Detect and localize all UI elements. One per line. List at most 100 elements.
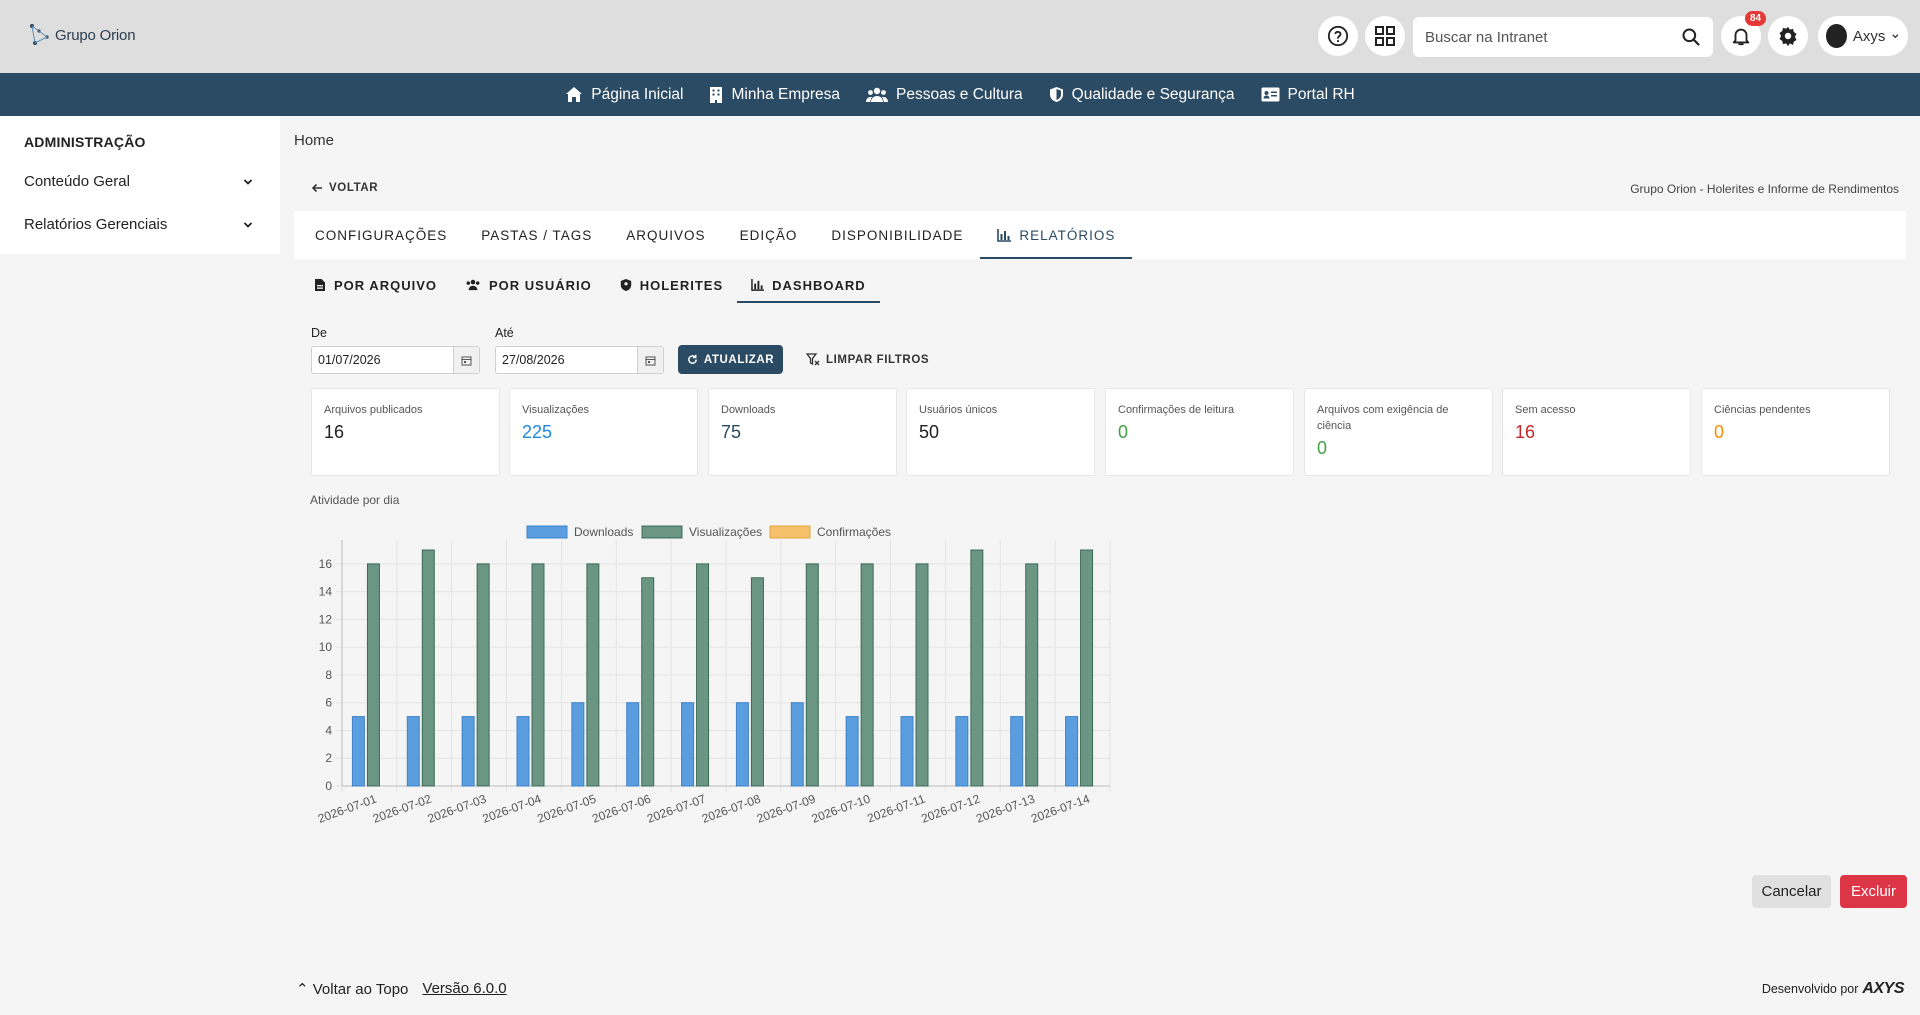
delete-button[interactable]: Excluir (1840, 875, 1907, 908)
footer-right: Desenvolvido por AXYS (1762, 980, 1905, 998)
subtab-label: HOLERITES (639, 277, 724, 293)
y-tick-label: 8 (325, 668, 332, 682)
back-button-label: VOLTAR (329, 182, 379, 194)
subtab-by-user[interactable]: POR USUÁRIO (451, 267, 606, 303)
bar-downloads (461, 716, 475, 787)
bar-downloads (955, 716, 969, 787)
bar-visualizações (696, 563, 710, 787)
sidebar-item-general-content[interactable]: Conteúdo Geral (24, 173, 254, 190)
nav-item-label: Minha Empresa (731, 85, 841, 103)
bar-downloads (516, 716, 530, 787)
bar-visualizações (1080, 549, 1094, 787)
x-tick-label: 2026-07-01 (316, 792, 379, 826)
tab-settings[interactable]: CONFIGURAÇÕES (298, 211, 464, 259)
from-date-field[interactable]: 01/07/2026 (311, 346, 480, 374)
tab-editing[interactable]: EDIÇÃO (723, 211, 815, 259)
stat-label: Arquivos publicados (324, 404, 423, 416)
nav-item-quality-safety[interactable]: Qualidade e Segurança (1049, 86, 1235, 104)
stat-label: Sem acesso (1515, 404, 1576, 416)
nav-item-label: Portal RH (1287, 85, 1355, 103)
bar-visualizações (805, 563, 819, 787)
footer-left: ⌃ Voltar ao Topo Versão 6.0.0 (296, 980, 507, 998)
back-to-top-link[interactable]: ⌃ Voltar ao Topo (296, 981, 409, 998)
chevron-down-icon (1892, 34, 1899, 39)
nav-item-hr-portal[interactable]: Portal RH (1261, 86, 1355, 104)
from-date-value[interactable]: 01/07/2026 (318, 353, 381, 367)
nav-item-label: Página Inicial (591, 85, 684, 103)
x-tick-label: 2026-07-07 (645, 792, 708, 826)
tab-reports[interactable]: RELATÓRIOS (980, 211, 1133, 259)
tab-folders-tags[interactable]: PASTAS / TAGS (464, 211, 609, 259)
cancel-button[interactable]: Cancelar (1752, 875, 1831, 908)
top-header: Grupo Orion 84 Axys (0, 0, 1920, 73)
settings-button[interactable] (1768, 16, 1808, 56)
from-date-label: De (311, 326, 327, 340)
bar-visualizações (366, 563, 380, 787)
stat-card-read-confirmations: Confirmações de leitura 0 (1105, 388, 1294, 476)
back-button[interactable]: VOLTAR (311, 182, 378, 194)
breadcrumb[interactable]: Home (294, 132, 335, 149)
nav-item-people-culture[interactable]: Pessoas e Cultura (866, 86, 1023, 104)
subtab-by-file[interactable]: POR ARQUIVO (300, 267, 451, 303)
bar-visualizações (860, 563, 874, 787)
x-tick-label: 2026-07-13 (974, 792, 1037, 826)
logo-text: Grupo Orion (55, 26, 136, 44)
x-tick-label: 2026-07-04 (481, 792, 544, 826)
apps-button[interactable] (1365, 16, 1405, 56)
clear-filters-label: LIMPAR FILTROS (826, 353, 930, 366)
bar-downloads (735, 702, 749, 787)
from-date-picker-button[interactable] (453, 347, 479, 373)
stat-value: 75 (721, 422, 742, 442)
bar-chart-icon (997, 228, 1012, 242)
x-tick-label: 2026-07-05 (535, 792, 598, 826)
y-tick-label: 0 (325, 779, 332, 793)
to-date-picker-button[interactable] (637, 347, 663, 373)
tab-files[interactable]: ARQUIVOS (609, 211, 722, 259)
tab-label: PASTAS / TAGS (481, 227, 593, 243)
legend-swatch (641, 525, 683, 539)
report-subtabs: POR ARQUIVO POR USUÁRIO HOLERITES DASHBO… (300, 267, 880, 303)
version-link[interactable]: Versão 6.0.0 (422, 980, 507, 997)
subtab-label: POR USUÁRIO (488, 277, 592, 293)
help-button[interactable] (1318, 16, 1358, 56)
user-menu-button[interactable]: Axys (1818, 16, 1908, 56)
shield-user-icon (620, 279, 631, 291)
sidebar-item-label: Conteúdo Geral (24, 173, 130, 190)
file-icon (315, 279, 325, 291)
nav-item-home[interactable]: Página Inicial (565, 86, 683, 104)
search-input[interactable] (1425, 28, 1681, 46)
to-date-value[interactable]: 27/08/2026 (502, 353, 565, 367)
to-date-label: Até (495, 326, 514, 340)
refresh-button-label: ATUALIZAR (703, 353, 775, 366)
x-tick-label: 2026-07-10 (810, 792, 873, 826)
legend-swatch (526, 525, 568, 539)
main-nav: Página Inicial Minha Empresa Pessoas e C… (0, 73, 1920, 116)
search-box[interactable] (1413, 17, 1713, 57)
x-tick-label: 2026-07-02 (371, 792, 434, 826)
chevron-down-icon (243, 178, 253, 185)
clear-filters-button[interactable]: LIMPAR FILTROS (806, 345, 929, 374)
legend-label: Visualizações (689, 525, 762, 539)
developer-logo[interactable]: AXYS (1862, 980, 1904, 997)
bar-chart-icon (751, 279, 765, 291)
x-tick-label: 2026-07-14 (1029, 792, 1092, 826)
sidebar-item-management-reports[interactable]: Relatórios Gerenciais (24, 216, 254, 233)
bar-downloads (1065, 716, 1079, 787)
y-tick-label: 16 (319, 557, 333, 571)
y-tick-label: 2 (325, 751, 332, 765)
bar-visualizações (970, 549, 984, 787)
chevron-down-icon (243, 221, 253, 228)
tab-label: RELATÓRIOS (1019, 227, 1116, 243)
search-icon[interactable] (1681, 27, 1701, 47)
nav-item-my-company[interactable]: Minha Empresa (709, 86, 840, 104)
arrow-left-icon (311, 183, 322, 193)
subtab-payslips[interactable]: HOLERITES (606, 267, 737, 303)
tab-availability[interactable]: DISPONIBILIDADE (814, 211, 980, 259)
refresh-button[interactable]: ATUALIZAR (678, 345, 783, 374)
stat-card-pending-acks: Ciências pendentes 0 (1701, 388, 1890, 476)
to-date-field[interactable]: 27/08/2026 (495, 346, 664, 374)
company-logo[interactable]: Grupo Orion (29, 23, 136, 47)
subtab-dashboard[interactable]: DASHBOARD (737, 267, 880, 303)
bar-downloads (626, 702, 640, 787)
stat-card-no-access: Sem acesso 16 (1502, 388, 1691, 476)
